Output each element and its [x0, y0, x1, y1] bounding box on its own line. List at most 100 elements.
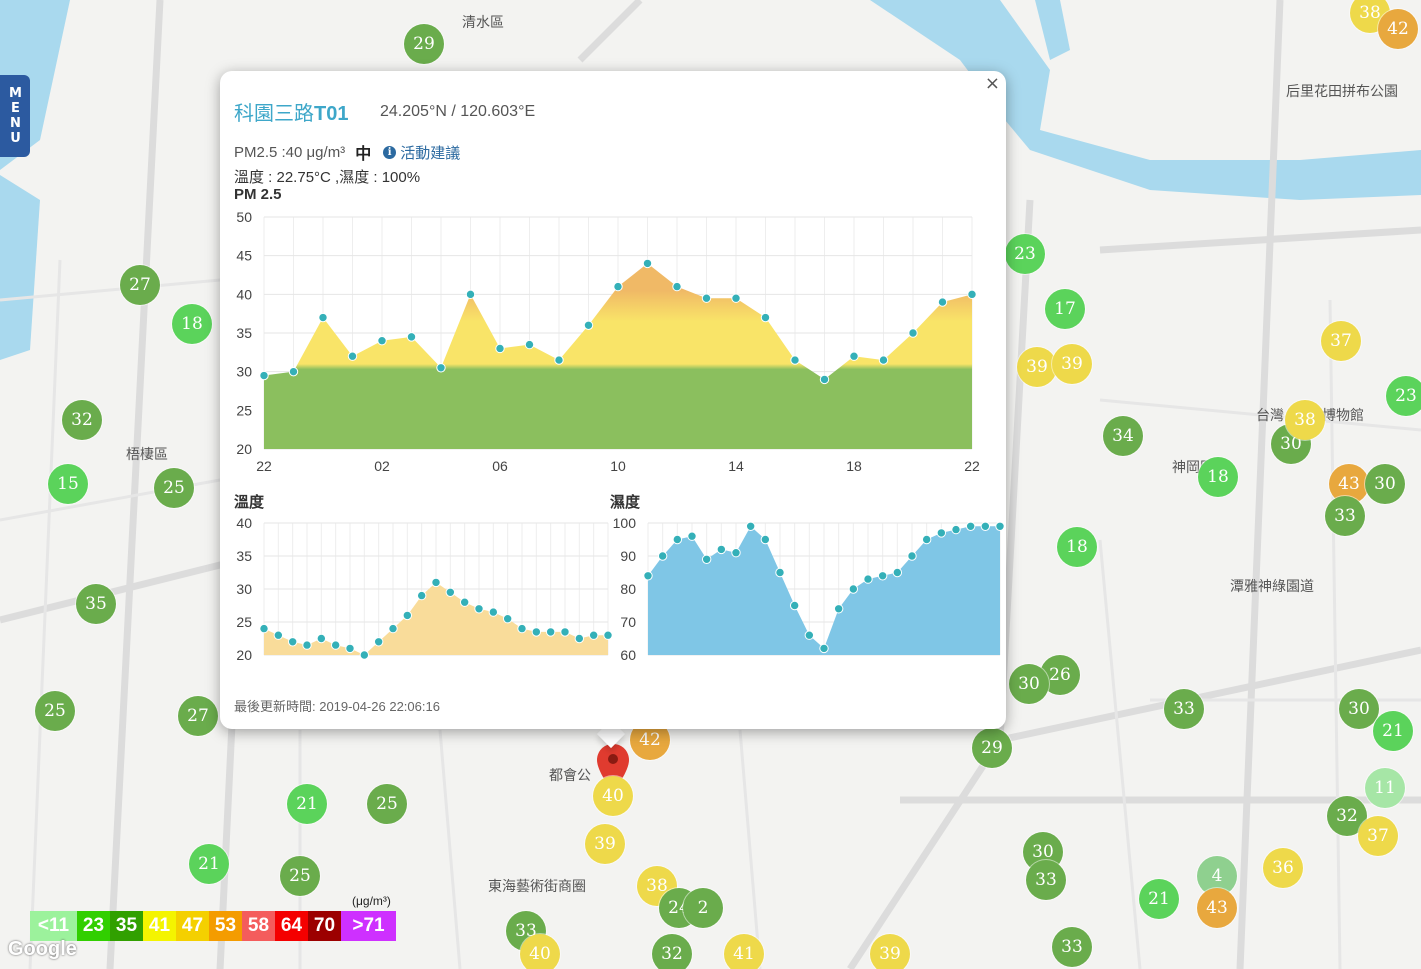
data-point — [465, 289, 476, 300]
station-marker[interactable]: 41 — [724, 934, 764, 969]
place-label: 后里花田拼布公園 — [1286, 84, 1398, 100]
hum-chart-label: 濕度 — [610, 494, 641, 511]
station-marker[interactable]: 33 — [1164, 689, 1204, 729]
data-point — [937, 297, 948, 307]
station-marker[interactable]: 18 — [1198, 457, 1238, 497]
station-marker[interactable]: 30 — [1339, 689, 1379, 729]
data-point — [642, 258, 653, 269]
station-marker[interactable]: 27 — [120, 265, 160, 305]
legend-item: 53 — [209, 911, 242, 941]
x-tick-label: 10 — [610, 458, 626, 474]
station-marker[interactable]: 39 — [585, 824, 625, 864]
data-point — [672, 534, 683, 545]
y-tick-label: 30 — [236, 364, 252, 380]
station-marker[interactable]: 21 — [1139, 879, 1179, 919]
station-marker[interactable]: 21 — [287, 784, 327, 824]
data-point — [863, 574, 873, 584]
data-point — [878, 355, 889, 365]
data-point — [657, 551, 668, 561]
station-marker[interactable]: 33 — [1026, 860, 1066, 900]
station-marker[interactable]: 25 — [280, 856, 320, 896]
data-point — [790, 355, 800, 365]
data-point — [402, 610, 413, 621]
station-marker[interactable]: 29 — [972, 728, 1012, 768]
selected-station-marker[interactable]: 40 — [593, 776, 633, 816]
legend-item: 64 — [275, 911, 308, 941]
place-label: 潭雅神綠園道 — [1230, 579, 1314, 595]
pm-value: PM2.5 :40 μg/m³ — [234, 143, 346, 161]
data-point — [848, 584, 859, 594]
data-point — [980, 521, 991, 531]
station-marker[interactable]: 43 — [1197, 888, 1237, 928]
station-marker[interactable]: 40 — [520, 934, 560, 969]
station-marker[interactable]: 25 — [367, 784, 407, 824]
data-point — [760, 312, 771, 323]
station-marker[interactable]: 39 — [1017, 347, 1057, 387]
station-marker[interactable]: 42 — [1378, 9, 1418, 49]
station-marker[interactable]: 15 — [48, 464, 88, 504]
data-point — [701, 554, 712, 564]
station-marker[interactable]: 39 — [1052, 344, 1092, 384]
station-marker[interactable]: 36 — [1263, 848, 1303, 888]
station-marker[interactable]: 2 — [683, 888, 723, 928]
activity-advice-link[interactable]: i 活動建議 — [383, 142, 460, 163]
station-marker[interactable]: 29 — [404, 24, 444, 64]
station-marker[interactable]: 35 — [76, 584, 116, 624]
station-marker[interactable]: 27 — [178, 696, 218, 736]
station-marker[interactable]: 11 — [1365, 768, 1405, 808]
station-marker[interactable]: 30 — [1009, 664, 1049, 704]
data-point — [804, 630, 815, 640]
data-point — [588, 630, 599, 640]
station-marker[interactable]: 38 — [1285, 400, 1325, 440]
y-tick-label: 20 — [236, 441, 252, 457]
data-point — [345, 643, 355, 654]
station-marker[interactable]: 21 — [1373, 711, 1413, 751]
station-marker[interactable]: 17 — [1045, 289, 1085, 329]
place-label: 博物館 — [1322, 408, 1364, 424]
data-point — [921, 534, 932, 545]
station-coords: 24.205°N / 120.603°E — [380, 103, 536, 120]
station-marker[interactable]: 32 — [62, 400, 102, 440]
station-marker[interactable]: 23 — [1005, 234, 1045, 274]
data-point — [672, 281, 682, 292]
y-tick-label: 50 — [236, 209, 252, 225]
station-marker[interactable]: 37 — [1358, 816, 1398, 856]
station-marker[interactable]: 34 — [1103, 416, 1143, 456]
station-marker[interactable]: 21 — [189, 844, 229, 884]
station-marker[interactable]: 23 — [1386, 376, 1421, 416]
data-point — [287, 637, 298, 647]
y-tick-label: 25 — [236, 402, 252, 418]
station-marker[interactable]: 18 — [1057, 527, 1097, 567]
data-point — [995, 521, 1004, 531]
legend-item: 41 — [143, 911, 176, 941]
pm-level: 中 — [355, 146, 372, 163]
close-icon[interactable]: × — [984, 73, 1000, 94]
legend-item: >71 — [341, 911, 396, 941]
data-point — [459, 597, 470, 607]
series-area — [264, 263, 972, 449]
station-marker[interactable]: 18 — [172, 304, 212, 344]
data-point — [892, 567, 903, 578]
station-marker[interactable]: 37 — [1321, 321, 1361, 361]
data-point — [488, 607, 499, 617]
data-point — [259, 370, 269, 381]
station-marker[interactable]: 32 — [652, 934, 692, 969]
data-point — [936, 528, 947, 538]
station-marker[interactable]: 39 — [870, 934, 910, 969]
data-point — [760, 534, 771, 545]
menu-button[interactable]: MENU — [0, 75, 30, 157]
data-point — [819, 374, 830, 385]
station-marker[interactable]: 25 — [154, 468, 194, 508]
data-point — [833, 604, 844, 614]
y-tick-label: 100 — [613, 515, 637, 531]
station-marker[interactable]: 25 — [35, 691, 75, 731]
data-point — [436, 363, 446, 373]
station-marker[interactable]: 30 — [1365, 464, 1405, 504]
station-marker[interactable]: 33 — [1325, 496, 1365, 536]
data-point — [524, 339, 535, 350]
station-marker[interactable]: 33 — [1052, 927, 1092, 967]
data-point — [701, 293, 712, 303]
y-tick-label: 40 — [236, 286, 252, 302]
series-area — [264, 582, 608, 655]
